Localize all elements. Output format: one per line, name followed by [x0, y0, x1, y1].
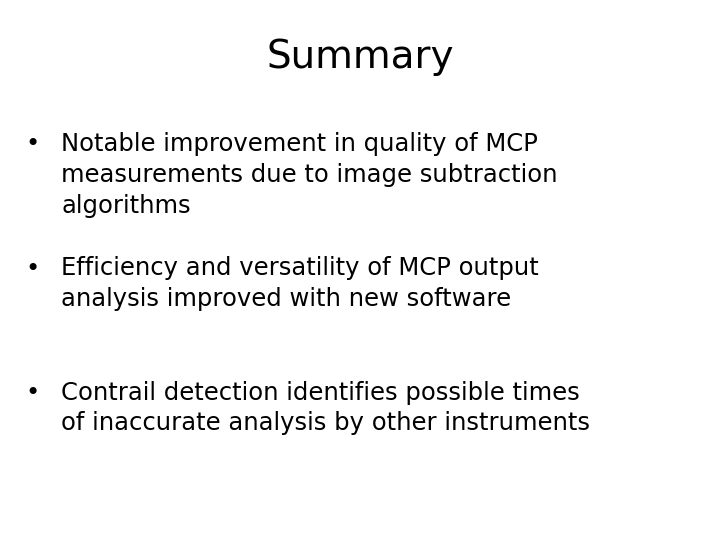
Text: •: •: [25, 256, 40, 280]
Text: Summary: Summary: [266, 38, 454, 76]
Text: •: •: [25, 381, 40, 404]
Text: Efficiency and versatility of MCP output
analysis improved with new software: Efficiency and versatility of MCP output…: [61, 256, 539, 311]
Text: Contrail detection identifies possible times
of inaccurate analysis by other ins: Contrail detection identifies possible t…: [61, 381, 590, 435]
Text: Notable improvement in quality of MCP
measurements due to image subtraction
algo: Notable improvement in quality of MCP me…: [61, 132, 558, 218]
Text: •: •: [25, 132, 40, 156]
